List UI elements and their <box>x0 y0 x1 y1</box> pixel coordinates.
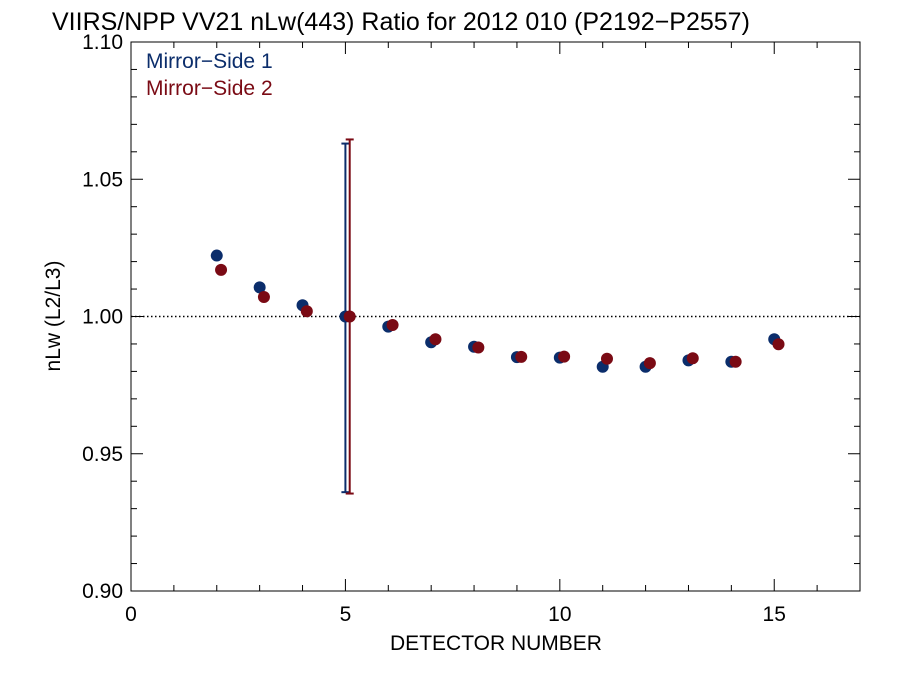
data-point-series-2 <box>643 357 656 370</box>
data-point-series-2 <box>386 319 399 332</box>
y-tick-label: 0.95 <box>82 443 123 466</box>
data-point-series-2 <box>215 263 228 276</box>
x-tick-label: 10 <box>548 603 571 626</box>
data-point-series-2 <box>472 341 485 354</box>
y-tick-label: 1.10 <box>82 31 123 54</box>
legend-entry: Mirror−Side 2 <box>146 77 273 100</box>
data-point-series-2 <box>343 310 356 323</box>
y-tick-label: 1.00 <box>82 306 123 329</box>
chart-title: VIIRS/NPP VV21 nLw(443) Ratio for 2012 0… <box>52 8 750 36</box>
data-point-series-2 <box>300 305 313 318</box>
x-axis-label: DETECTOR NUMBER <box>390 632 602 655</box>
data-points <box>210 249 785 373</box>
x-tick-label: 15 <box>763 603 786 626</box>
data-point-series-1 <box>253 281 266 294</box>
data-point-series-2 <box>429 333 442 346</box>
data-point-series-1 <box>210 249 223 262</box>
y-axis-label: nLw (L2/L3) <box>42 261 65 372</box>
y-tick-label: 0.90 <box>82 580 123 603</box>
data-point-series-2 <box>515 350 528 363</box>
x-tick-label: 0 <box>125 603 137 626</box>
data-point-series-2 <box>600 352 613 365</box>
data-point-series-2 <box>558 350 571 363</box>
data-point-series-2 <box>257 291 270 304</box>
data-point-series-2 <box>729 355 742 368</box>
axes-layer: 0 5 10 15 0.90 0.95 1.00 1.05 1.10 <box>82 31 861 626</box>
x-tick-label: 5 <box>340 603 352 626</box>
data-point-series-2 <box>686 352 699 365</box>
y-tick-label: 1.05 <box>82 168 123 191</box>
legend-entry: Mirror−Side 1 <box>146 50 273 73</box>
legend: Mirror−Side 1 Mirror−Side 2 <box>146 50 273 100</box>
data-point-series-2 <box>772 338 785 351</box>
